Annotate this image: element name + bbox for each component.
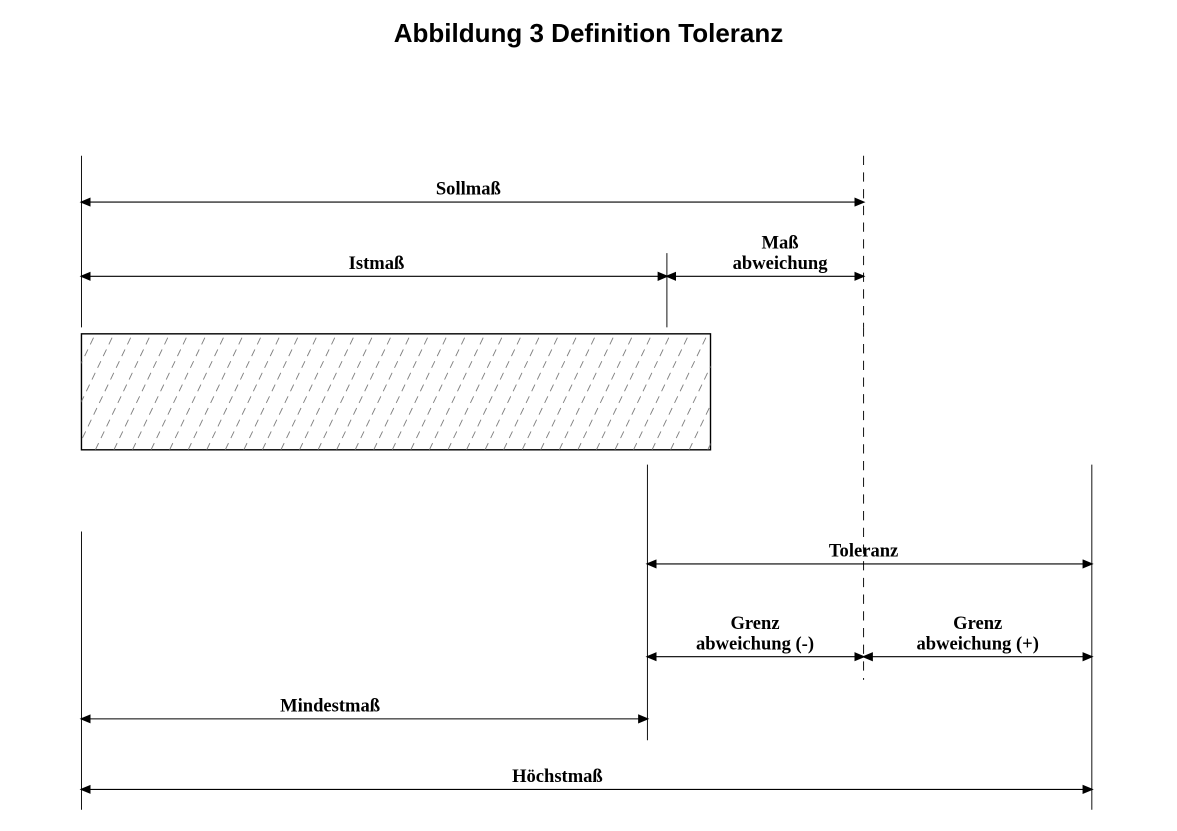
dim-grenzabweichung-plus-label-1: Grenz <box>953 613 1002 634</box>
dim-grenzabweichung-minus-label-2: abweichung (-) <box>696 633 814 654</box>
dim-toleranz-label: Toleranz <box>829 541 898 562</box>
dim-hoechstmass: Höchstmaß <box>81 766 1091 789</box>
dim-sollmass: Sollmaß <box>81 179 863 202</box>
dim-grenzabweichung-plus: Grenzabweichung (+) <box>864 613 1092 657</box>
dim-grenzabweichung-plus-label-2: abweichung (+) <box>917 633 1039 654</box>
dim-hoechstmass-label: Höchstmaß <box>512 766 603 787</box>
dim-grenzabweichung-minus: Grenzabweichung (-) <box>647 613 863 657</box>
dim-massabweichung: Maßabweichung <box>667 232 864 276</box>
diagram-title: Abbildung 3 Definition Toleranz <box>0 0 1177 49</box>
tolerance-diagram: SollmaßIstmaßMaßabweichungToleranzGrenza… <box>0 49 1177 820</box>
dim-toleranz: Toleranz <box>647 541 1091 564</box>
hatched-bar <box>0 334 819 450</box>
dim-mindestmass-label: Mindestmaß <box>280 695 380 716</box>
dim-massabweichung-label-2: abweichung <box>733 253 829 274</box>
dim-istmass: Istmaß <box>81 253 666 276</box>
dim-grenzabweichung-minus-label-1: Grenz <box>730 613 779 634</box>
dim-sollmass-label: Sollmaß <box>436 179 501 200</box>
dim-massabweichung-label-1: Maß <box>762 232 799 253</box>
dim-mindestmass: Mindestmaß <box>81 695 647 718</box>
dim-istmass-label: Istmaß <box>349 253 405 274</box>
